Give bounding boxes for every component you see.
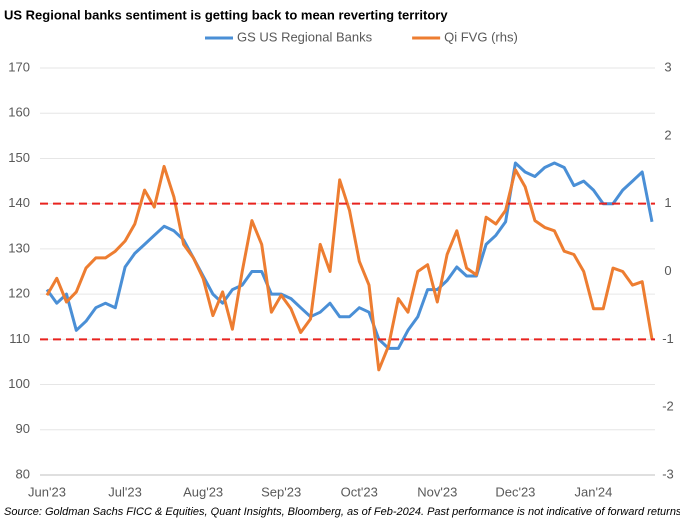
y2-tick-label: -1 <box>662 331 674 346</box>
y2-tick-label: 3 <box>664 59 671 74</box>
y2-tick-label: -2 <box>662 399 674 414</box>
y2-tick-label: -3 <box>662 466 674 481</box>
x-tick-label: Jul'23 <box>108 484 142 499</box>
series-line <box>45 164 654 372</box>
x-tick-label: Jan'24 <box>574 484 612 499</box>
x-tick-label: Oct'23 <box>341 484 378 499</box>
x-tick-label: Nov'23 <box>417 484 457 499</box>
legend-label: GS US Regional Banks <box>237 29 373 44</box>
y2-tick-label: 1 <box>664 195 671 210</box>
y-tick-label: 100 <box>8 376 30 391</box>
chart-title: US Regional banks sentiment is getting b… <box>4 7 448 22</box>
y-tick-label: 150 <box>8 150 30 165</box>
x-tick-label: Aug'23 <box>183 484 223 499</box>
y-tick-label: 170 <box>8 59 30 74</box>
y-tick-label: 80 <box>16 466 30 481</box>
x-tick-label: Sep'23 <box>261 484 301 499</box>
x-tick-label: Jun'23 <box>28 484 66 499</box>
y2-tick-label: 2 <box>664 127 671 142</box>
source-note: Source: Goldman Sachs FICC & Equities, Q… <box>4 506 680 518</box>
y-tick-label: 130 <box>8 240 30 255</box>
y-tick-label: 110 <box>9 331 30 346</box>
y2-tick-label: 0 <box>664 263 671 278</box>
legend-label: Qi FVG (rhs) <box>444 29 518 44</box>
series-line <box>45 161 654 350</box>
x-tick-label: Dec'23 <box>495 484 535 499</box>
y-tick-label: 120 <box>8 286 30 301</box>
y-tick-label: 90 <box>16 421 30 436</box>
y-tick-label: 160 <box>8 105 30 120</box>
y-tick-label: 140 <box>8 195 30 210</box>
